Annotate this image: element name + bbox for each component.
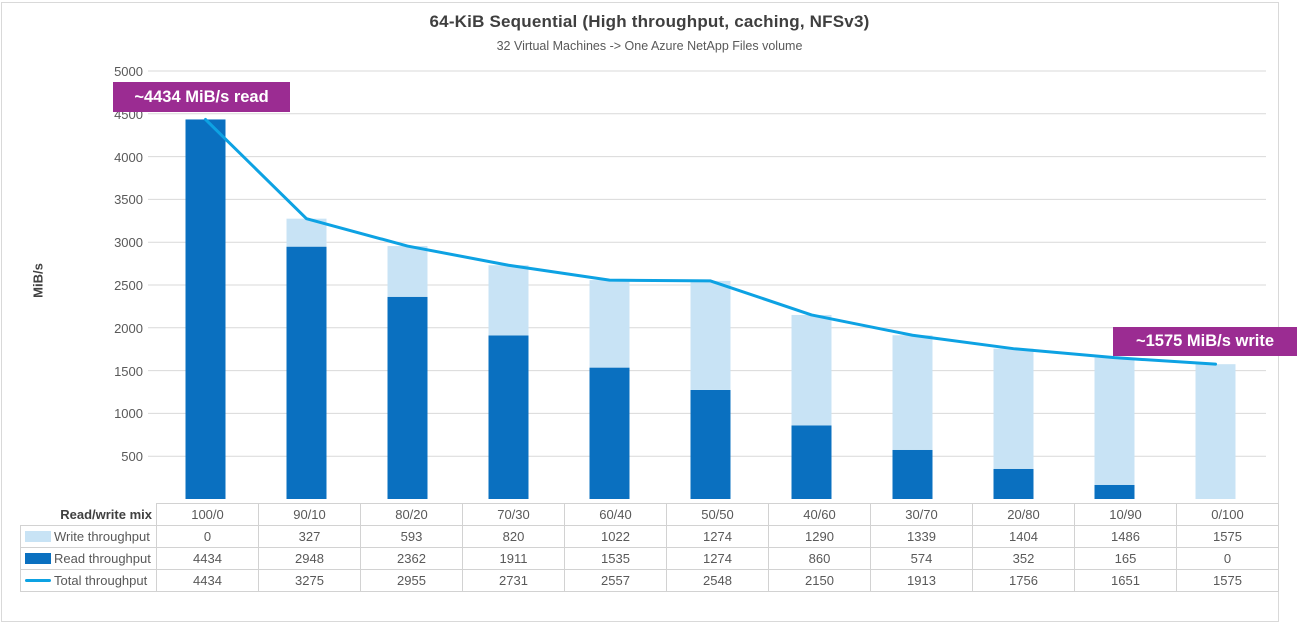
category-cell: 40/60 bbox=[768, 503, 871, 526]
value-cell-write: 1486 bbox=[1074, 525, 1177, 548]
category-cell: 70/30 bbox=[462, 503, 565, 526]
value-cell-read: 352 bbox=[972, 547, 1075, 570]
value-cell-write: 1274 bbox=[666, 525, 769, 548]
y-tick-label: 2000 bbox=[114, 320, 143, 336]
category-cell: 80/20 bbox=[360, 503, 463, 526]
chart-frame-border bbox=[1, 2, 1279, 622]
value-cell-total: 2150 bbox=[768, 569, 871, 592]
total-legend-swatch-icon bbox=[25, 579, 51, 582]
bar-write-segment bbox=[993, 348, 1034, 469]
legend-label-read: Read throughput bbox=[20, 547, 157, 570]
y-tick-label: 3500 bbox=[114, 192, 143, 208]
category-cell: 60/40 bbox=[564, 503, 667, 526]
bar-write-segment bbox=[387, 246, 428, 297]
value-cell-read: 2948 bbox=[258, 547, 361, 570]
y-tick-label: 3000 bbox=[114, 235, 143, 251]
annotation-write-peak: ~1575 MiB/s write bbox=[1113, 327, 1297, 356]
y-tick-label: 5000 bbox=[114, 64, 143, 79]
value-cell-total: 2557 bbox=[564, 569, 667, 592]
value-cell-write: 820 bbox=[462, 525, 565, 548]
category-cell: 0/100 bbox=[1176, 503, 1279, 526]
chart-subtitle: 32 Virtual Machines -> One Azure NetApp … bbox=[496, 39, 803, 53]
value-cell-total: 4434 bbox=[156, 569, 259, 592]
y-tick-label: 2500 bbox=[114, 278, 143, 293]
bar-read-segment bbox=[589, 367, 630, 499]
value-cell-total: 3275 bbox=[258, 569, 361, 592]
data-table: Read/write mix 100/0 90/10 80/20 70/30 60/40 5… bbox=[20, 503, 1279, 592]
value-cell-total: 2548 bbox=[666, 569, 769, 592]
bar-write-segment bbox=[589, 280, 630, 368]
y-tick-label: 4000 bbox=[114, 149, 143, 165]
category-cell: 10/90 bbox=[1074, 503, 1177, 526]
value-cell-total: 1575 bbox=[1176, 569, 1279, 592]
annotation-read-peak: ~4434 MiB/s read bbox=[113, 82, 290, 112]
y-tick-label: 1000 bbox=[114, 406, 143, 422]
write-legend-swatch-icon bbox=[25, 531, 51, 542]
legend-label-write: Write throughput bbox=[20, 525, 157, 548]
category-cell: 90/10 bbox=[258, 503, 361, 526]
category-cell: 20/80 bbox=[972, 503, 1075, 526]
value-cell-total: 1651 bbox=[1074, 569, 1177, 592]
value-cell-write: 1022 bbox=[564, 525, 667, 548]
total-throughput-line bbox=[204, 117, 1217, 366]
read-legend-swatch-icon bbox=[25, 553, 51, 564]
value-cell-total: 1756 bbox=[972, 569, 1075, 592]
table-row-total: Total throughput 4434 3275 2955 2731 2557 2548… bbox=[20, 569, 1279, 592]
bar-write-segment bbox=[791, 314, 832, 426]
value-cell-write: 1290 bbox=[768, 525, 871, 548]
category-cell: 50/50 bbox=[666, 503, 769, 526]
bar-write-segment bbox=[488, 265, 529, 336]
value-cell-total: 1913 bbox=[870, 569, 973, 592]
value-cell-total: 2955 bbox=[360, 569, 463, 592]
value-cell-write: 1404 bbox=[972, 525, 1075, 548]
value-cell-total: 2731 bbox=[462, 569, 565, 592]
value-cell-write: 0 bbox=[156, 525, 259, 548]
bar-read-segment bbox=[488, 335, 529, 499]
table-row-categories: Read/write mix 100/0 90/10 80/20 70/30 60/40 5… bbox=[21, 503, 1279, 526]
y-tick-label: 500 bbox=[121, 449, 143, 465]
value-cell-write: 1575 bbox=[1176, 525, 1279, 548]
value-cell-read: 4434 bbox=[156, 547, 259, 570]
value-cell-read: 860 bbox=[768, 547, 871, 570]
categories-row-label: Read/write mix bbox=[60, 506, 152, 522]
value-cell-read: 165 bbox=[1074, 547, 1177, 570]
category-cell: 100/0 bbox=[156, 503, 259, 526]
value-cell-write: 327 bbox=[258, 525, 361, 548]
legend-label-total: Total throughput bbox=[20, 569, 157, 592]
bar-read-segment bbox=[791, 425, 832, 499]
bar-read-segment bbox=[993, 468, 1034, 499]
bar-read-segment bbox=[286, 246, 327, 499]
y-tick-label: 1500 bbox=[114, 363, 143, 379]
bar-read-segment bbox=[185, 119, 226, 500]
value-cell-write: 1339 bbox=[870, 525, 973, 548]
bar-write-segment bbox=[892, 335, 933, 450]
bar-write-segment bbox=[1094, 357, 1135, 485]
value-cell-read: 1535 bbox=[564, 547, 667, 570]
bar-read-segment bbox=[1094, 484, 1135, 499]
value-cell-read: 1274 bbox=[666, 547, 769, 570]
value-cell-read: 0 bbox=[1176, 547, 1279, 570]
bar-write-segment bbox=[1195, 364, 1236, 499]
table-row-read: Read throughput 4434 2948 2362 1911 1535 1274 8… bbox=[20, 547, 1279, 570]
value-cell-read: 2362 bbox=[360, 547, 463, 570]
bar-read-segment bbox=[892, 449, 933, 499]
table-row-write: Write throughput 0 327 593 820 1022 1274 1290 13… bbox=[20, 525, 1279, 548]
category-cell: 30/70 bbox=[870, 503, 973, 526]
value-cell-read: 574 bbox=[870, 547, 973, 570]
value-cell-write: 593 bbox=[360, 525, 463, 548]
bar-read-segment bbox=[690, 389, 731, 499]
bar-read-segment bbox=[387, 296, 428, 499]
chart-title: 64-KiB Sequential (High throughput, cach… bbox=[429, 12, 870, 31]
bar-write-segment bbox=[690, 280, 731, 390]
value-cell-read: 1911 bbox=[462, 547, 565, 570]
